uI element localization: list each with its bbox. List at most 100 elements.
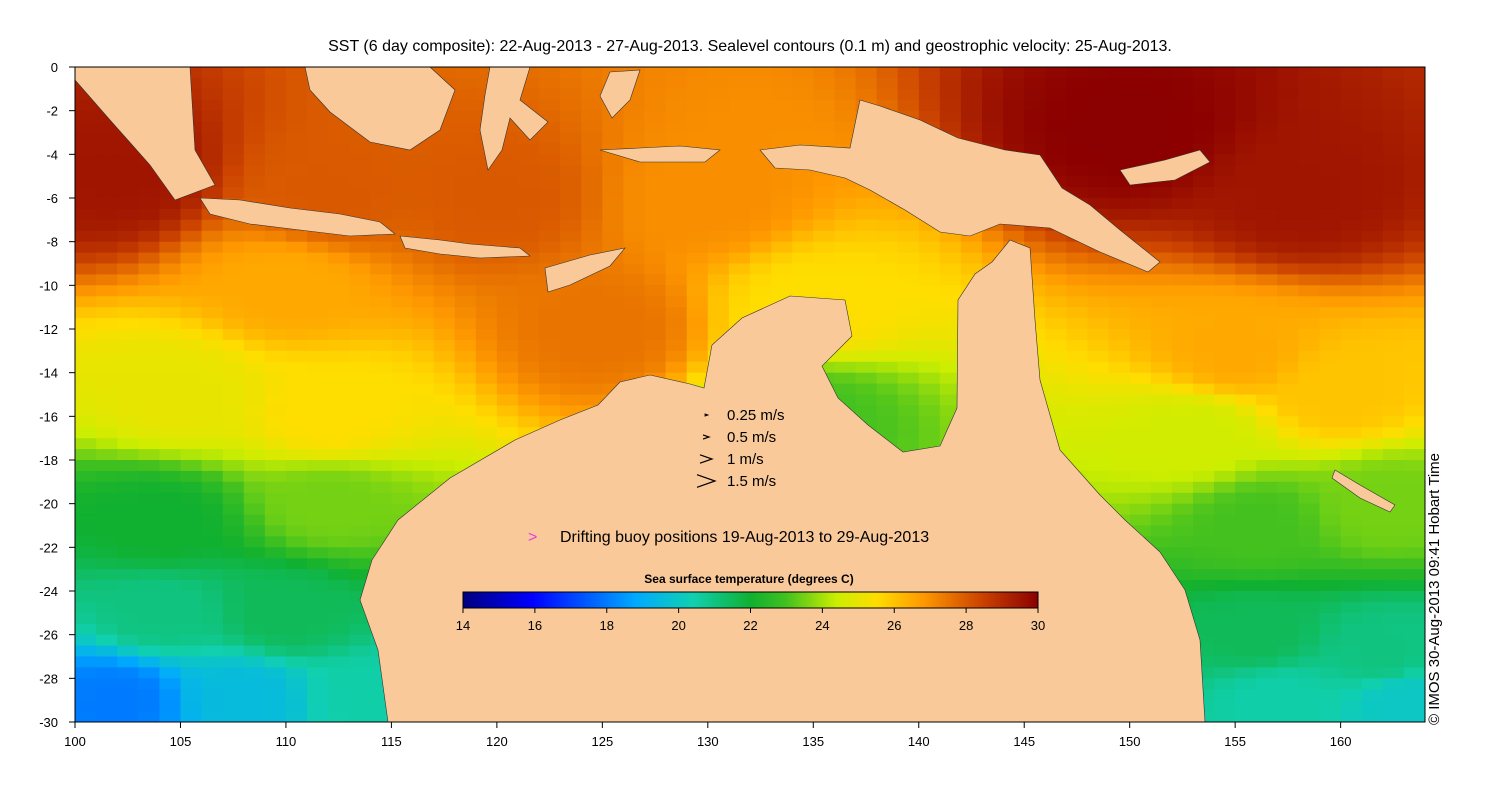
sst-cell	[1319, 601, 1342, 614]
sst-cell	[117, 547, 139, 559]
sst-cell	[707, 329, 730, 341]
sst-cell	[1340, 525, 1363, 537]
sst-cell	[1214, 132, 1236, 144]
sst-cell	[1150, 307, 1173, 319]
sst-cell	[1319, 230, 1342, 243]
sst-cell	[1108, 263, 1131, 275]
sst-cell	[728, 132, 751, 144]
sst-cell	[1382, 77, 1405, 90]
sst-cell	[665, 307, 688, 319]
new-britain-land	[1119, 149, 1211, 186]
sst-cell	[728, 154, 751, 166]
sst-cell	[1150, 132, 1173, 144]
sst-cell	[1340, 154, 1363, 166]
sst-cell	[1235, 405, 1257, 417]
sst-cell	[1319, 667, 1342, 679]
sst-cell	[1277, 143, 1299, 155]
sst-cell	[433, 383, 456, 396]
sst-cell	[1340, 307, 1363, 319]
sst-cell	[159, 558, 182, 570]
sst-cell	[539, 132, 561, 144]
sst-cell	[412, 285, 435, 297]
sst-cell	[560, 361, 582, 374]
sst-cell	[1403, 307, 1425, 319]
sst-cell	[1361, 318, 1384, 330]
sst-cell	[1319, 689, 1342, 701]
sst-cell	[1361, 601, 1384, 614]
sst-cell	[285, 350, 308, 363]
sst-cell	[918, 88, 941, 101]
sst-cell	[918, 274, 941, 286]
sst-cell	[771, 88, 793, 101]
sst-cell	[1382, 143, 1405, 155]
sst-cell	[1403, 318, 1425, 330]
sst-cell	[1340, 449, 1363, 461]
sst-cell	[391, 307, 414, 319]
sst-cell	[1382, 383, 1405, 396]
sst-cell	[1319, 154, 1342, 166]
sst-cell	[1340, 591, 1363, 603]
sst-cell	[982, 241, 1004, 254]
sst-cell	[328, 132, 350, 144]
sst-cell	[1403, 547, 1425, 559]
sst-cell	[391, 383, 414, 396]
sst-cell	[686, 339, 709, 352]
sst-cell	[1382, 591, 1405, 603]
sst-cell	[1382, 361, 1405, 374]
sst-cell	[1298, 154, 1321, 166]
sst-cell	[813, 285, 835, 297]
sst-cell	[1193, 416, 1215, 428]
sst-cell	[264, 667, 287, 679]
sst-cell	[1361, 700, 1384, 712]
sst-cell	[96, 394, 118, 406]
sst-cell	[644, 132, 667, 144]
sst-cell	[623, 274, 646, 286]
sst-cell	[433, 307, 456, 319]
sst-cell	[518, 241, 540, 254]
sst-cell	[96, 438, 118, 450]
sst-cell	[1319, 656, 1342, 668]
sst-cell	[159, 492, 182, 505]
sst-cell	[159, 208, 182, 221]
sst-cell	[243, 88, 266, 101]
sst-cell	[75, 481, 97, 494]
sst-cell	[1235, 307, 1257, 319]
sst-cell	[939, 372, 962, 385]
sst-cell	[75, 601, 97, 614]
sst-cell	[496, 416, 519, 428]
sst-cell	[222, 416, 245, 428]
sst-cell	[180, 208, 203, 221]
sst-cell	[496, 176, 519, 188]
sst-cell	[138, 645, 160, 658]
sst-cell	[813, 198, 835, 210]
sst-cell	[138, 394, 160, 406]
sst-cell	[75, 536, 97, 548]
sst-cell	[1150, 383, 1173, 396]
sst-cell	[138, 612, 160, 625]
sst-cell	[96, 514, 118, 527]
sst-cell	[1277, 547, 1299, 559]
sst-cell	[707, 187, 730, 199]
sst-cell	[1319, 536, 1342, 548]
sst-cell	[1193, 219, 1215, 232]
sst-cell	[539, 416, 561, 428]
sst-cell	[1382, 372, 1405, 385]
sst-cell	[1171, 241, 1194, 254]
sst-cell	[750, 241, 772, 254]
sst-cell	[539, 67, 561, 79]
sst-cell	[1235, 569, 1257, 581]
sst-cell	[222, 591, 245, 603]
sst-cell	[285, 263, 308, 275]
sst-cell	[201, 252, 224, 265]
sst-cell	[370, 350, 392, 363]
sst-cell	[1277, 67, 1299, 79]
sst-cell	[1382, 67, 1405, 79]
sst-cell	[1403, 350, 1425, 363]
sst-cell	[1193, 623, 1215, 636]
sst-cell	[138, 329, 160, 341]
sst-cell	[138, 187, 160, 199]
sst-cell	[1298, 143, 1321, 155]
sst-cell	[1171, 110, 1194, 123]
sst-cell	[855, 372, 878, 385]
sst-cell	[328, 678, 350, 690]
